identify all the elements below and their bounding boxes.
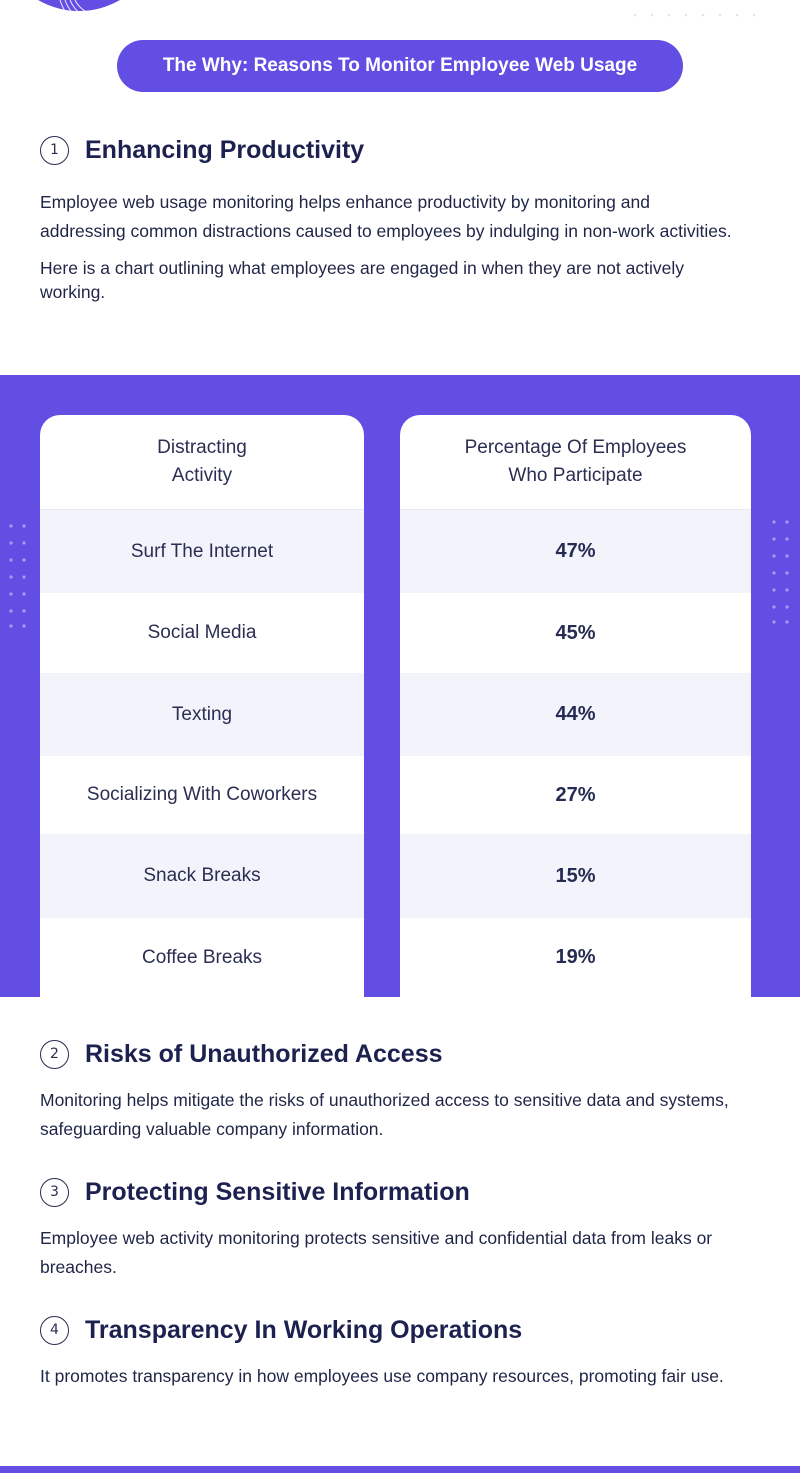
section-body: Monitoring helps mitigate the risks of u… <box>40 1090 729 1139</box>
activity-cell: Texting <box>171 703 233 725</box>
percent-cell: 27% <box>555 783 596 806</box>
column-header-line: Distracting <box>157 437 247 458</box>
table-row: Surf The Internet <box>40 510 364 593</box>
table-row: 15% <box>400 834 751 918</box>
section-body-chart-intro: Here is a chart outlining what employees… <box>40 258 684 302</box>
section-unauthorized-access: 2 Risks of Unauthorized Access Monitorin… <box>40 1038 740 1144</box>
decorative-dots <box>633 13 756 17</box>
percent-cell: 45% <box>555 621 596 644</box>
footer-accent-bar <box>0 1466 800 1473</box>
section-transparency: 4 Transparency In Working Operations It … <box>40 1314 740 1391</box>
section-number-badge: 1 <box>40 135 69 165</box>
percent-cell: 44% <box>555 703 596 725</box>
decorative-dots-right <box>772 520 789 624</box>
column-header-line: Activity <box>171 465 233 486</box>
column-header-percentage: Percentage Of Employees Who Participate <box>400 415 751 510</box>
activity-cell: Socializing With Coworkers <box>86 784 318 805</box>
decorative-dots-left <box>9 524 26 628</box>
section-enhancing-productivity: 1 Enhancing Productivity Employee web us… <box>40 134 740 304</box>
table-row: Socializing With Coworkers <box>40 756 364 834</box>
percent-cell: 19% <box>555 946 596 968</box>
section-number-badge: 2 <box>40 1039 69 1069</box>
section-body: It promotes transparency in how employee… <box>40 1366 724 1386</box>
section-number-badge: 3 <box>40 1177 69 1207</box>
table-row: 47% <box>400 510 751 593</box>
section-title: Transparency In Working Operations <box>85 1315 523 1344</box>
column-header-line: Who Participate <box>508 465 643 486</box>
column-header-activity: Distracting Activity <box>40 415 364 510</box>
page-title-banner: The Why: Reasons To Monitor Employee Web… <box>117 40 683 92</box>
decorative-arc-icon <box>38 0 120 31</box>
percent-cell: 47% <box>555 540 596 562</box>
table-row: Social Media <box>40 593 364 673</box>
activity-cell: Social Media <box>147 622 257 643</box>
section-number-badge: 4 <box>40 1315 69 1345</box>
activity-cell: Snack Breaks <box>143 865 261 886</box>
distracting-activity-column: Distracting Activity Surf The Internet S… <box>40 415 364 997</box>
percent-cell: 15% <box>555 864 596 887</box>
column-header-line: Percentage Of Employees <box>464 437 687 458</box>
table-row: Texting <box>40 673 364 756</box>
percentage-column: Percentage Of Employees Who Participate … <box>400 415 751 997</box>
table-row: 44% <box>400 673 751 756</box>
section-title: Enhancing Productivity <box>85 135 365 164</box>
table-row: 27% <box>400 756 751 834</box>
section-title: Risks of Unauthorized Access <box>85 1039 443 1068</box>
section-sensitive-information: 3 Protecting Sensitive Information Emplo… <box>40 1176 740 1282</box>
table-row: 19% <box>400 918 751 997</box>
section-title: Protecting Sensitive Information <box>85 1177 470 1206</box>
table-row: Snack Breaks <box>40 834 364 918</box>
activity-cell: Surf The Internet <box>130 540 274 562</box>
table-row: 45% <box>400 593 751 673</box>
activity-cell: Coffee Breaks <box>141 946 263 968</box>
section-body: Employee web activity monitoring protect… <box>40 1228 713 1277</box>
section-body: Employee web usage monitoring helps enha… <box>40 192 732 241</box>
table-row: Coffee Breaks <box>40 918 364 997</box>
